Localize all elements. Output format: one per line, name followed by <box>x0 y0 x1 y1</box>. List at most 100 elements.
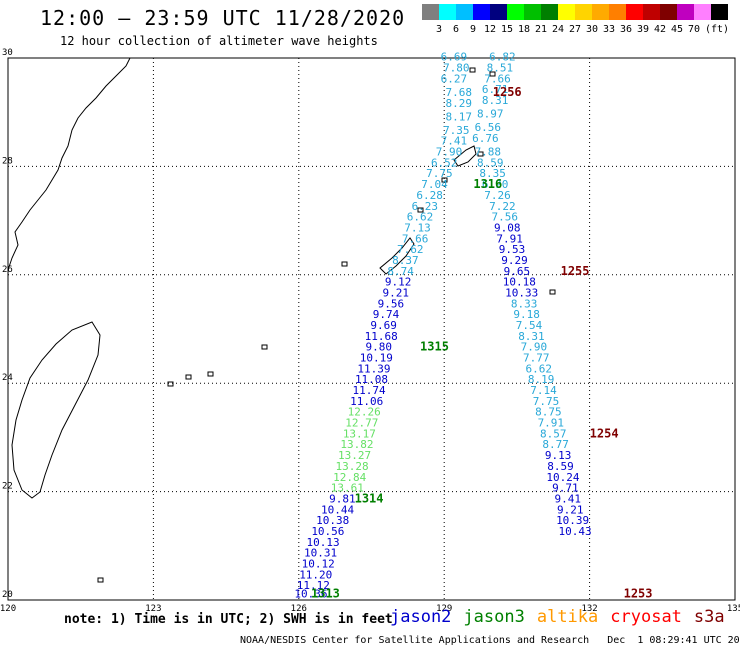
wave-height-value: 12.26 <box>348 406 381 419</box>
wave-height-value: 6.27 <box>441 72 468 85</box>
wave-height-value: 7.77 <box>523 352 550 365</box>
pass-time-label: 1314 <box>355 491 384 505</box>
wave-height-value: 13.28 <box>336 460 369 473</box>
wave-height-value: 7.56 <box>492 211 519 224</box>
credit-line: NOAA/NESDIS Center for Satellite Applica… <box>240 635 740 646</box>
wave-height-value: 9.69 <box>370 319 397 332</box>
colorbar-label: 21 <box>534 24 548 35</box>
lon-tick-label: 120 <box>0 604 16 614</box>
small-island <box>341 261 348 267</box>
colorbar-label: 42 <box>653 24 667 35</box>
lon-tick-label: 126 <box>291 604 307 614</box>
colorbar-swatch <box>575 4 592 20</box>
wave-height-value: 9.80 <box>366 341 393 354</box>
lon-tick-label: 132 <box>581 604 597 614</box>
wave-height-value: 7.13 <box>404 221 431 234</box>
small-island <box>417 207 424 213</box>
colorbar-swatch <box>473 4 490 20</box>
satellite-name-jason2: jason2 <box>390 607 452 627</box>
colorbar-swatch <box>694 4 711 20</box>
wave-height-value: 7.75 <box>426 167 453 180</box>
colorbar-swatch <box>439 4 456 20</box>
wave-height-value: 11.12 <box>297 579 330 592</box>
wave-height-value: 8.59 <box>547 460 574 473</box>
colorbar-swatch <box>643 4 660 20</box>
wave-height-value: 10.39 <box>556 514 589 527</box>
lon-tick-label: 129 <box>436 604 452 614</box>
colorbar-label: 6 <box>452 24 460 35</box>
colorbar-swatch <box>456 4 473 20</box>
wave-height-value: 6.56 <box>475 121 502 134</box>
satellite-name-s3a: s3a <box>693 607 725 627</box>
wave-height-value: 9.53 <box>499 243 526 256</box>
colorbar-label: 39 <box>636 24 650 35</box>
colorbar-swatch <box>507 4 524 20</box>
wave-height-value: 8.35 <box>479 167 506 180</box>
colorbar-swatch <box>524 4 541 20</box>
colorbar-swatch <box>711 4 728 20</box>
wave-height-value: 9.12 <box>385 276 412 289</box>
lat-tick-label: 30 <box>2 48 13 58</box>
wave-height-value: 6.62 <box>525 362 552 375</box>
colorbar-swatch <box>660 4 677 20</box>
wave-height-value: 11.08 <box>355 373 388 386</box>
wave-height-value: 9.21 <box>557 503 584 516</box>
wave-height-value: 6.69 <box>441 51 468 64</box>
colorbar-label: (ft) <box>704 24 730 35</box>
wave-height-value: 10.38 <box>316 514 349 527</box>
wave-height-value: 10.19 <box>360 352 393 365</box>
wave-height-value: 7.66 <box>484 72 511 85</box>
wave-height-value: 6.71 <box>482 83 509 96</box>
wave-height-value: 11.20 <box>299 568 332 581</box>
wave-height-value: 8.75 <box>535 406 562 419</box>
colorbar-label: 3 <box>435 24 443 35</box>
wave-height-value: 7.80 <box>443 62 470 75</box>
wave-height-value: 8.29 <box>445 97 472 110</box>
wave-height-value: 13.17 <box>343 427 376 440</box>
wave-height-value: 8.74 <box>387 265 414 278</box>
colorbar-label: 36 <box>619 24 633 35</box>
satellite-name-jason3: jason3 <box>463 607 525 627</box>
wave-height-value: 8.37 <box>392 254 419 267</box>
wave-height-value: 7.22 <box>489 200 516 213</box>
wave-height-value: 7.91 <box>538 417 565 430</box>
pass-time-label: 1256 <box>493 85 522 99</box>
wave-height-value: 7.75 <box>533 395 560 408</box>
wave-height-value: 8.19 <box>528 373 555 386</box>
wave-height-value: 6.23 <box>412 200 439 213</box>
colorbar-swatch <box>558 4 575 20</box>
wave-height-value: 7.90 <box>521 341 548 354</box>
wave-height-value: 9.81 <box>329 492 356 505</box>
footer-note: note: 1) Time is in UTC; 2) SWH is in fe… <box>64 612 393 627</box>
okinawa-island <box>379 237 415 275</box>
wave-height-value: 10.13 <box>306 536 339 549</box>
colorbar-swatch <box>490 4 507 20</box>
satellite-name-cryosat: cryosat <box>610 607 682 627</box>
china-coastline <box>7 57 131 271</box>
pass-time-label: 1316 <box>473 177 502 191</box>
wave-height-value: 7.35 <box>443 124 470 137</box>
satellite-legend: jason2 jason3 altika cryosat s3a <box>390 607 737 627</box>
wave-height-value: 10.12 <box>302 557 335 570</box>
wave-height-value: 10.36 <box>294 587 327 600</box>
pass-time-label: 1253 <box>624 586 653 600</box>
wave-height-value: 10.44 <box>321 503 354 516</box>
wave-height-value: 7.66 <box>402 232 429 245</box>
wave-height-value: 10.24 <box>546 471 579 484</box>
lon-tick-label: 135 <box>727 604 740 614</box>
pass-time-label: 1315 <box>420 340 449 354</box>
colorbar-label: 70 <box>687 24 701 35</box>
map-title: 12:00 – 23:59 UTC 11/28/2020 <box>40 6 406 30</box>
wave-height-value: 7.04 <box>421 178 448 191</box>
wave-height-value: 8.77 <box>542 438 569 451</box>
pass-time-label: 1313 <box>311 586 340 600</box>
colorbar-label: 18 <box>517 24 531 35</box>
wave-height-value: 8.17 <box>445 110 472 123</box>
wave-height-value: 9.21 <box>382 286 409 299</box>
wave-height-value: 7.68 <box>445 86 472 99</box>
satellite-name-altika: altika <box>536 607 599 627</box>
wave-height-value: 9.71 <box>552 482 579 495</box>
wave-height-value: 6.52 <box>431 156 458 169</box>
colorbar-label: 15 <box>500 24 514 35</box>
